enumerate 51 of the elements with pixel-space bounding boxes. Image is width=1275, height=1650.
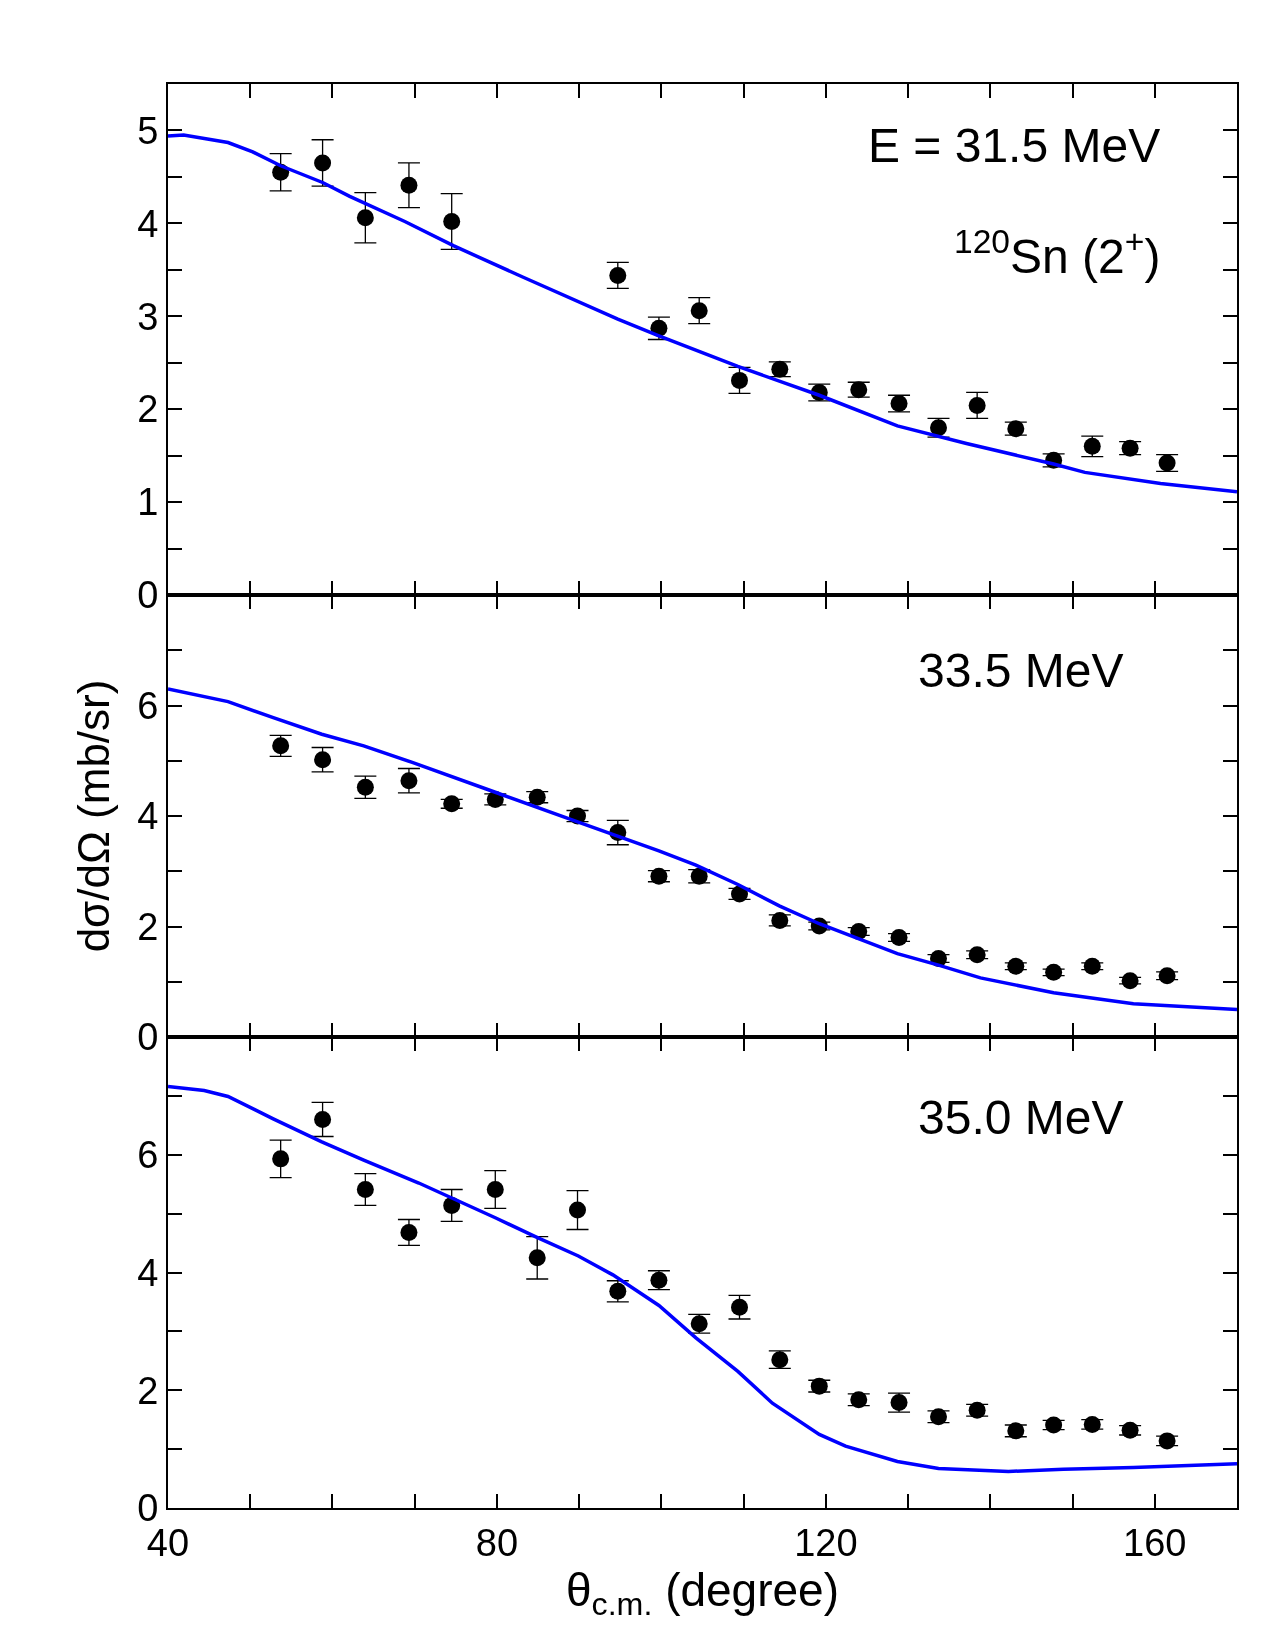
y-tick-label: 5 bbox=[137, 109, 159, 152]
x-tick-label: 80 bbox=[475, 1521, 519, 1564]
y-tick-label: 6 bbox=[137, 684, 159, 727]
point bbox=[486, 1180, 504, 1198]
y-tick-label: 2 bbox=[137, 1369, 159, 1412]
point bbox=[272, 1150, 290, 1168]
point bbox=[1083, 957, 1101, 975]
point bbox=[968, 396, 986, 414]
y-tick-label: 1 bbox=[137, 481, 159, 524]
point bbox=[968, 946, 986, 964]
line-series bbox=[168, 687, 1237, 1012]
point bbox=[569, 1201, 587, 1219]
point bbox=[356, 209, 374, 227]
point bbox=[314, 154, 332, 172]
point bbox=[890, 929, 908, 947]
y-tick-label: 0 bbox=[137, 574, 159, 617]
y-tick-label: 0 bbox=[137, 1016, 159, 1059]
point bbox=[400, 1223, 418, 1241]
y-tick-label: 4 bbox=[137, 202, 159, 245]
point bbox=[690, 302, 708, 320]
point bbox=[314, 1110, 332, 1128]
point bbox=[1007, 957, 1025, 975]
annotation: 35.0 MeV bbox=[918, 1091, 1124, 1144]
annotation: 33.5 MeV bbox=[918, 644, 1124, 697]
y-tick-label: 2 bbox=[137, 388, 159, 431]
point bbox=[1158, 967, 1176, 985]
point bbox=[400, 176, 418, 194]
x-tick-label: 120 bbox=[794, 1521, 858, 1564]
line-series bbox=[168, 1084, 1237, 1474]
point bbox=[1083, 1415, 1101, 1433]
y-tick-label: 4 bbox=[137, 1251, 159, 1294]
annotation: $^{120}$Sn (2$^{+}$) bbox=[954, 223, 1161, 284]
point bbox=[314, 751, 332, 769]
point bbox=[1045, 963, 1063, 981]
point bbox=[443, 213, 461, 230]
y-tick-label: 4 bbox=[137, 795, 159, 838]
point bbox=[1121, 972, 1139, 990]
x-axis-title: θ$_{c.m.}$ (degree) bbox=[565, 1563, 840, 1623]
point bbox=[528, 1249, 546, 1267]
y-axis-title: dσ/dΩ (mb/sr) bbox=[68, 679, 118, 953]
point bbox=[609, 266, 627, 284]
point bbox=[356, 1180, 374, 1198]
y-tick-label: 6 bbox=[137, 1134, 159, 1177]
y-tick-label: 2 bbox=[137, 905, 159, 948]
annotation: E = 31.5 MeV bbox=[868, 119, 1161, 172]
point bbox=[400, 772, 418, 790]
point bbox=[443, 795, 461, 813]
point bbox=[731, 371, 748, 389]
point bbox=[930, 1408, 947, 1426]
y-tick-label: 3 bbox=[137, 295, 159, 338]
x-tick-label: 160 bbox=[1123, 1521, 1187, 1564]
